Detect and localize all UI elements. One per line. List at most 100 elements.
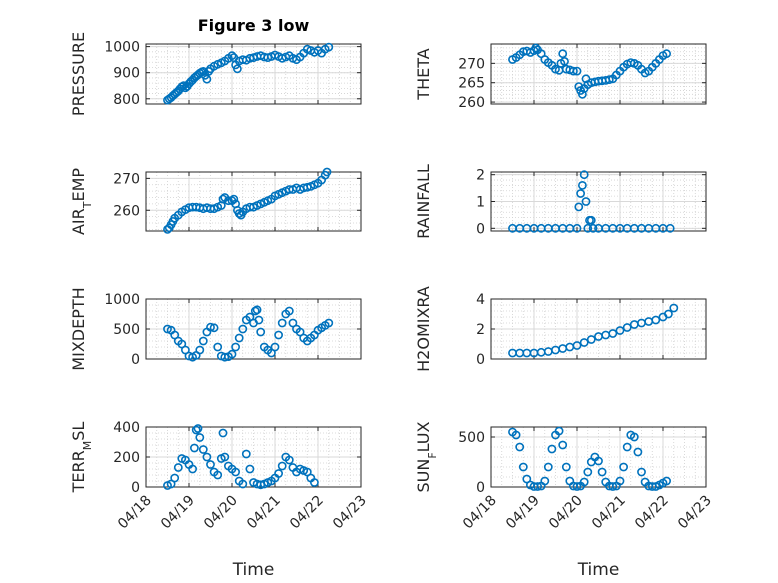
- data-point: [543, 462, 553, 472]
- data-point: [629, 432, 639, 442]
- data-point: [241, 449, 251, 459]
- data-point: [540, 476, 550, 486]
- data-point: [309, 478, 319, 487]
- x-axis-label: Time: [232, 560, 275, 580]
- data-point: [198, 336, 208, 346]
- data-point: [615, 476, 625, 486]
- data-point: [579, 477, 589, 487]
- data-point: [254, 315, 264, 325]
- data-point: [284, 455, 294, 465]
- data-point: [231, 467, 240, 477]
- data-point: [213, 470, 223, 480]
- data-point: [231, 342, 240, 352]
- y-tick-label: 1: [476, 195, 485, 211]
- x-tick-label: 04/23: [675, 493, 715, 533]
- panel-sun_flux: 0 500 04/18 04/19 04/20 04/21 04/22 04/23 SUNFLU…: [414, 421, 715, 580]
- data-point: [665, 223, 675, 233]
- y-axis-label: H2OMIXRA: [414, 286, 433, 372]
- y-tick-label: 0: [131, 480, 140, 496]
- x-tick-label: 04/19: [503, 493, 543, 533]
- data-point: [572, 223, 582, 233]
- x-tick-label: 04/21: [244, 493, 284, 533]
- y-axis-label: RAINFALL: [414, 164, 433, 239]
- data-point: [518, 462, 528, 472]
- data-point: [179, 81, 188, 91]
- data-point: [547, 444, 557, 454]
- data-point: [558, 49, 568, 59]
- y-axis-label: PRESSURE: [69, 32, 88, 116]
- data-point: [218, 194, 228, 204]
- data-point: [572, 66, 582, 76]
- data-point: [322, 167, 332, 177]
- data-point: [238, 479, 248, 489]
- data-point: [173, 463, 183, 472]
- data-point: [574, 202, 584, 212]
- data-point: [206, 460, 215, 469]
- data-point: [579, 170, 589, 180]
- data-point: [511, 430, 521, 440]
- data-point: [561, 462, 571, 472]
- x-tick-label: 04/19: [158, 493, 198, 533]
- data-point: [270, 342, 280, 352]
- y-tick-label: 2: [476, 322, 485, 338]
- data-point: [188, 464, 197, 474]
- x-tick-label: 04/22: [287, 493, 327, 533]
- panel-h2omixra: 0 2 4 H2OMIXRA: [414, 286, 707, 372]
- y-tick-label: 0: [476, 221, 485, 237]
- data-point: [324, 42, 334, 52]
- x-axis-label: Time: [577, 560, 620, 580]
- data-point: [274, 330, 283, 340]
- y-axis-label: AIRTEMP: [69, 168, 94, 235]
- y-tick-label: 4: [476, 292, 485, 308]
- data-point: [583, 223, 593, 233]
- data-point: [572, 341, 582, 350]
- data-point: [195, 345, 205, 355]
- y-tick-label: 500: [458, 430, 485, 446]
- data-point: [284, 306, 294, 316]
- y-tick-label: 400: [113, 420, 140, 436]
- data-point: [238, 324, 248, 334]
- panel-terr_msl: 0 200 400 04/18 04/19 04/20 04/21 04/22 04/23 TER…: [69, 420, 370, 580]
- data-point: [669, 303, 679, 313]
- data-point: [234, 333, 244, 343]
- data-point: [170, 473, 180, 483]
- data-point: [578, 89, 587, 99]
- y-tick-label: 1000: [104, 292, 140, 308]
- data-point: [578, 180, 587, 190]
- data-point: [651, 315, 661, 325]
- data-point: [633, 447, 643, 457]
- data-point: [608, 329, 618, 338]
- x-tick-label: 04/21: [589, 493, 629, 533]
- data-point: [229, 194, 239, 204]
- panel-mixdepth: 0 500 1000 MIXDEPTH: [69, 287, 362, 371]
- data-point: [206, 322, 215, 332]
- data-point: [554, 426, 564, 436]
- data-point: [588, 223, 598, 233]
- data-point: [558, 440, 568, 450]
- data-point: [558, 344, 568, 353]
- data-point: [569, 66, 578, 76]
- data-point: [220, 452, 230, 462]
- data-point: [191, 425, 201, 435]
- data-point: [209, 323, 219, 333]
- data-point: [576, 189, 585, 198]
- data-point: [572, 482, 582, 491]
- data-point: [324, 318, 334, 328]
- y-tick-label: 270: [113, 171, 140, 187]
- y-axis-label: MIXDEPTH: [69, 287, 88, 370]
- x-tick-label: 04/18: [460, 493, 500, 533]
- data-point: [252, 305, 262, 315]
- panel-theta: 260 265 270 THETA: [414, 43, 707, 111]
- data-point: [664, 309, 673, 319]
- y-tick-label: 1000: [104, 40, 140, 56]
- y-tick-label: 265: [458, 76, 485, 92]
- data-point: [629, 320, 639, 329]
- x-tick-label: 04/20: [201, 493, 241, 533]
- y-tick-label: 800: [113, 92, 140, 108]
- chart-title: Figure 3 low: [198, 16, 310, 35]
- data-point: [220, 352, 230, 362]
- data-point: [594, 332, 603, 341]
- y-axis-label: SUNFLUX: [414, 421, 439, 492]
